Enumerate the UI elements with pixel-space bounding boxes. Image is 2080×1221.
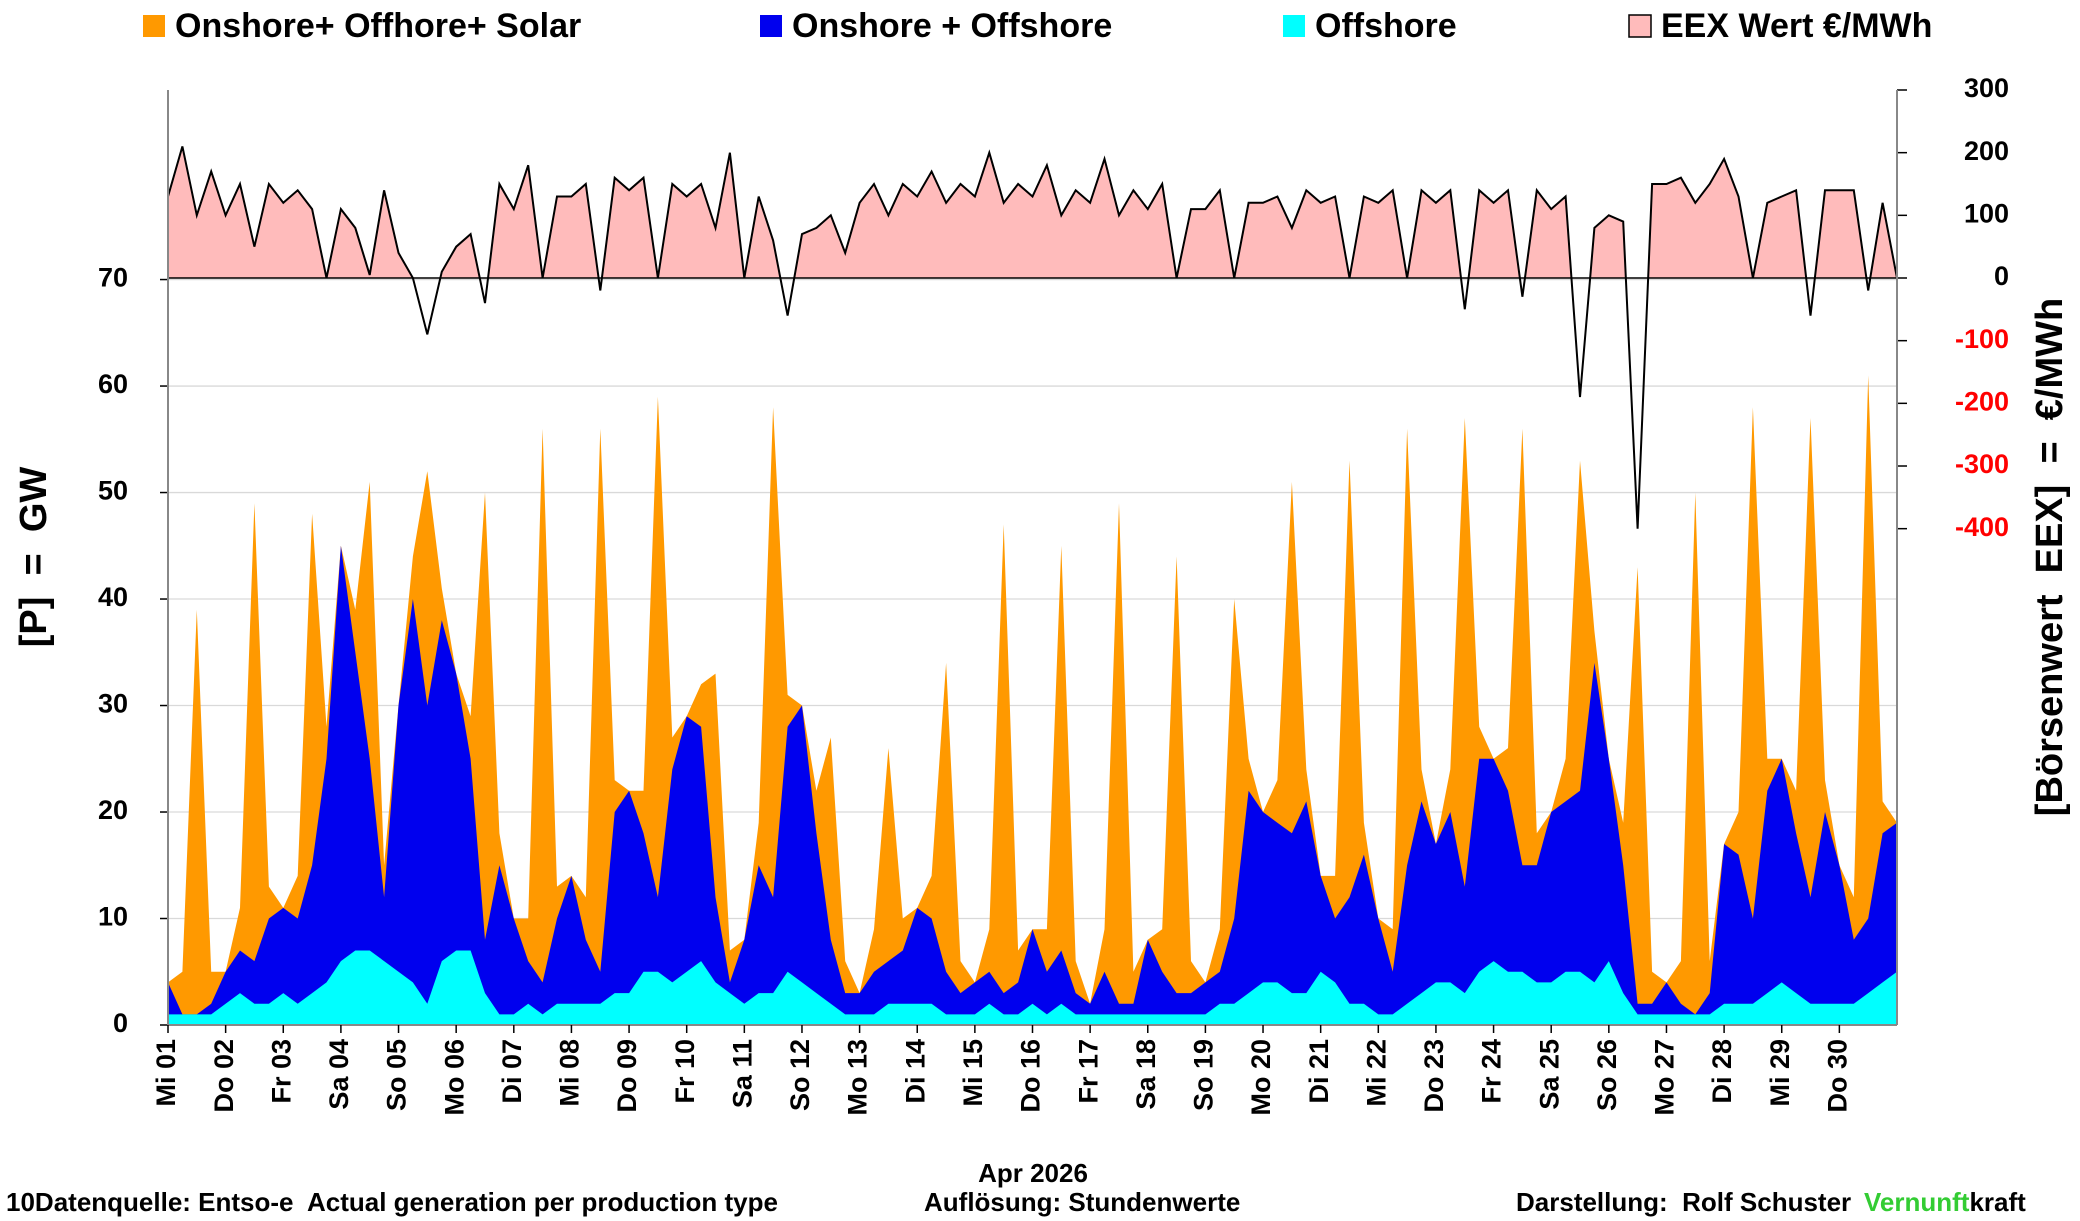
- legend-label: Onshore+ Offhore+ Solar: [175, 7, 581, 45]
- legend-label: Offshore: [1315, 7, 1457, 45]
- x-tick-label: Mi 01: [151, 1039, 181, 1107]
- generation-area: [168, 545, 1897, 1025]
- x-tick-label: Mi 15: [958, 1039, 988, 1107]
- x-tick-label: Di 21: [1304, 1039, 1334, 1104]
- legend-label: Onshore + Offshore: [792, 7, 1112, 45]
- x-tick-label: Fr 10: [670, 1039, 700, 1104]
- y-tick-label: 60: [98, 369, 128, 399]
- x-tick-label: So 26: [1592, 1039, 1622, 1111]
- x-tick-label: Di 28: [1707, 1039, 1737, 1104]
- y-tick-label: 0: [113, 1008, 128, 1038]
- x-tick-label: Sa 25: [1534, 1039, 1564, 1110]
- price-area: [168, 146, 1897, 279]
- legend-swatch: [1628, 14, 1652, 38]
- x-tick-label: Sa 11: [727, 1039, 757, 1108]
- x-tick-label: Mi 08: [555, 1039, 585, 1107]
- x-tick-label: Sa 04: [324, 1039, 354, 1110]
- x-tick-label: Sa 18: [1131, 1039, 1161, 1110]
- y2-tick-label: 100: [1964, 198, 2009, 228]
- price-line: [167, 146, 1898, 529]
- x-tick-label: Fr 17: [1073, 1039, 1103, 1104]
- x-tick-label: Mo 13: [843, 1039, 873, 1116]
- y2-tick-label: 0: [1994, 261, 2009, 291]
- legend-swatch: [143, 15, 165, 37]
- x-tick-label: So 05: [382, 1039, 412, 1111]
- x-tick-label: Do 09: [612, 1039, 642, 1113]
- brand-green: Vernunft: [1864, 1187, 1970, 1217]
- y-tick-label: 30: [98, 689, 128, 719]
- footer-brand: Vernunftkraft: [1864, 1187, 2026, 1217]
- x-tick-label: Do 23: [1419, 1039, 1449, 1113]
- x-tick-label: So 12: [785, 1039, 815, 1111]
- x-tick-label: Fr 03: [266, 1039, 296, 1104]
- y-tick-label: 40: [98, 582, 128, 612]
- y-tick-label: 20: [98, 795, 128, 825]
- generation-area: [168, 950, 1897, 1025]
- footer-resolution: Auflösung: Stundenwerte: [924, 1187, 1240, 1217]
- y2-tick-label: 200: [1964, 136, 2009, 166]
- legend-label: EEX Wert €/MWh: [1661, 7, 1932, 45]
- y2-axis-title: [Börsenwert EEX] = €/MWh: [2029, 298, 2071, 816]
- footer-author: Darstellung: Rolf Schuster: [1516, 1187, 1851, 1217]
- x-tick-label: Mi 22: [1361, 1039, 1391, 1107]
- plot-area: [167, 146, 1898, 1026]
- footer-source: 10Datenquelle: Entso-e Actual generation…: [6, 1187, 778, 1217]
- y2-tick-label: 300: [1964, 73, 2009, 103]
- x-tick-label: Mo 27: [1650, 1039, 1680, 1116]
- legend-swatch: [760, 15, 782, 37]
- x-tick-label: Fr 24: [1477, 1039, 1507, 1104]
- x-tick-label: Mo 20: [1246, 1039, 1276, 1116]
- y-tick-label: 50: [98, 476, 128, 506]
- y-tick-label: 10: [98, 902, 128, 932]
- x-tick-label: So 19: [1189, 1039, 1219, 1111]
- y-tick-label: 70: [98, 263, 128, 293]
- x-tick-label: Di 07: [497, 1039, 527, 1104]
- legend-swatch: [1283, 15, 1305, 37]
- x-tick-label: Mo 06: [439, 1039, 469, 1116]
- x-tick-label: Do 30: [1822, 1039, 1852, 1113]
- x-tick-label: Mi 29: [1765, 1039, 1795, 1107]
- generation-area: [168, 375, 1897, 1025]
- x-tick-label: Do 02: [209, 1039, 239, 1113]
- x-axis-title: Apr 2026: [978, 1158, 1088, 1188]
- x-tick-label: Di 14: [900, 1039, 930, 1104]
- y2-tick-label: -400: [1955, 512, 2009, 542]
- x-tick-label: Do 16: [1016, 1039, 1046, 1113]
- brand-black: kraft: [1969, 1187, 2026, 1217]
- y-axis-title: [P] = GW: [13, 467, 55, 648]
- y2-tick-label: -300: [1955, 449, 2009, 479]
- y2-tick-label: -200: [1955, 386, 2009, 416]
- y2-tick-label: -100: [1955, 324, 2009, 354]
